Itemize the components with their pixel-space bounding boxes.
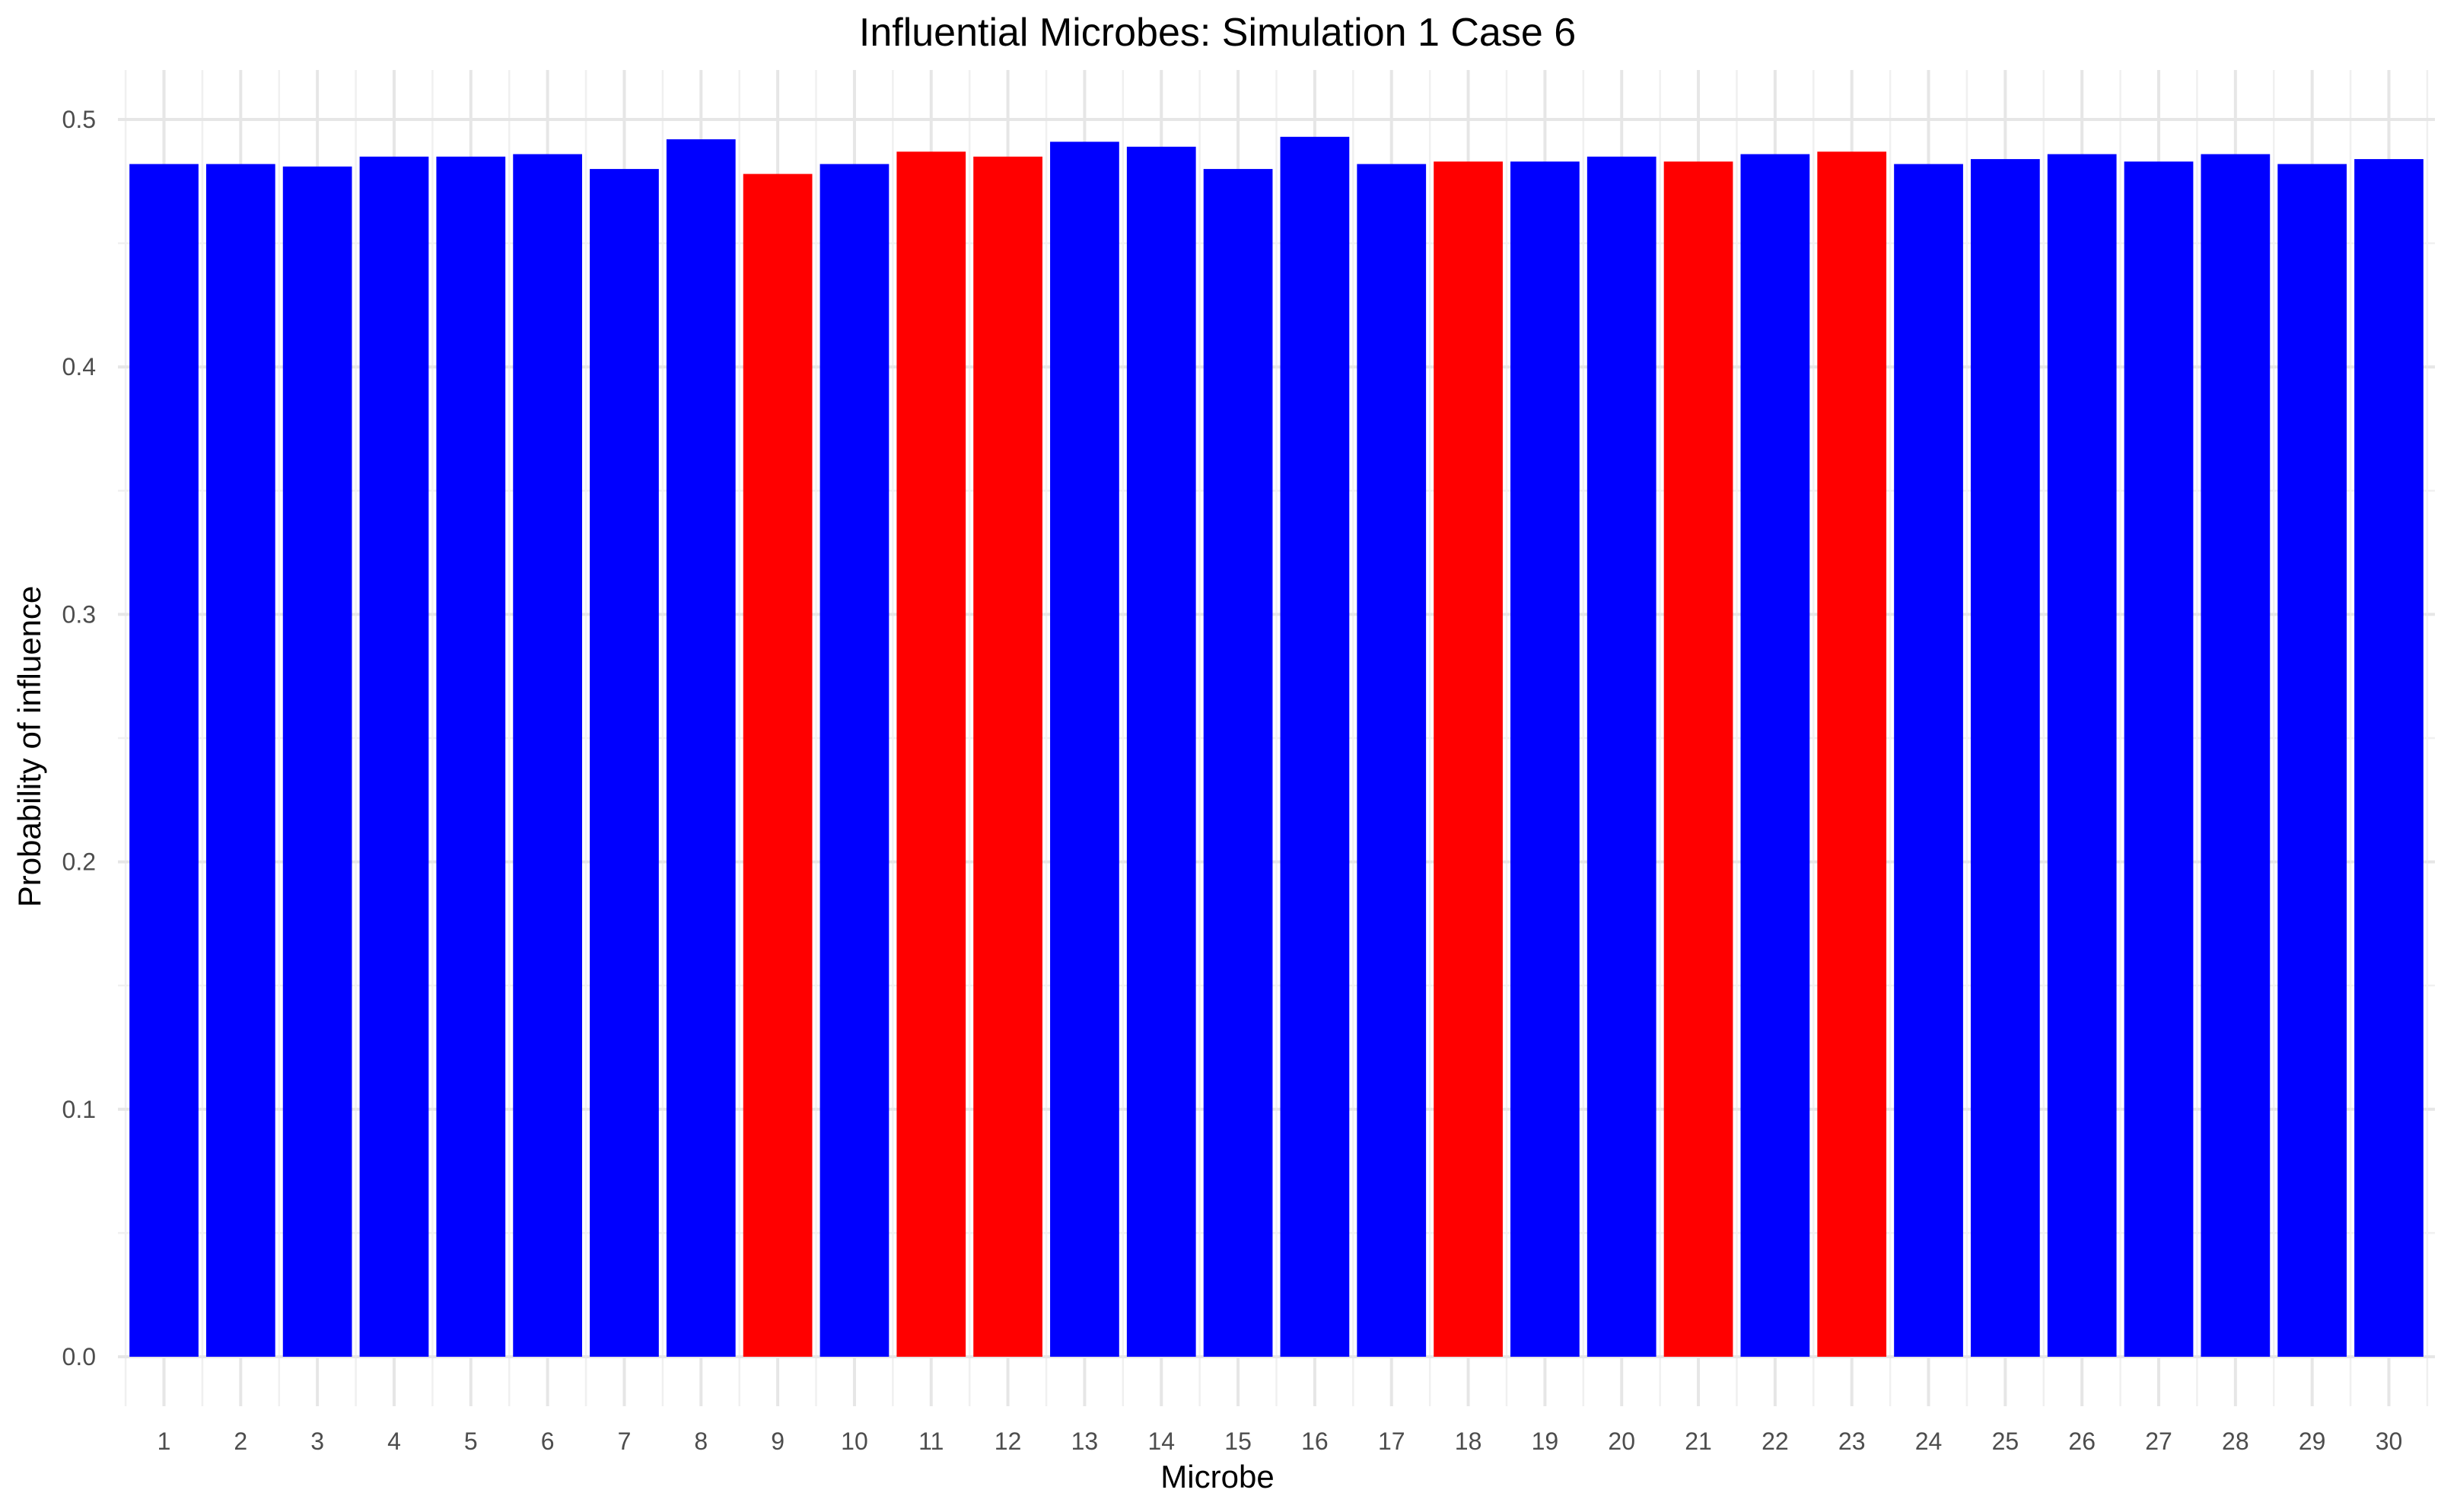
x-tick-label: 24 [1915, 1428, 1943, 1455]
bar-microbe-30 [2354, 159, 2423, 1357]
x-tick-label: 7 [618, 1428, 632, 1455]
x-tick-label: 13 [1071, 1428, 1099, 1455]
bar-microbe-27 [2124, 161, 2194, 1357]
y-tick-label: 0.3 [62, 600, 96, 628]
bar-microbe-19 [1510, 161, 1580, 1357]
x-tick-label: 10 [841, 1428, 868, 1455]
bar-microbe-6 [513, 154, 583, 1357]
y-axis-title: Probability of influence [11, 586, 47, 908]
x-tick-label: 8 [694, 1428, 708, 1455]
x-tick-label: 6 [541, 1428, 555, 1455]
x-tick-label: 26 [2068, 1428, 2096, 1455]
x-tick-label: 19 [1532, 1428, 1559, 1455]
x-tick-label: 28 [2222, 1428, 2249, 1455]
x-tick-label: 4 [387, 1428, 401, 1455]
bar-microbe-14 [1126, 146, 1196, 1357]
x-tick-label: 9 [771, 1428, 784, 1455]
chart-title: Influential Microbes: Simulation 1 Case … [859, 11, 1576, 55]
x-tick-label: 16 [1301, 1428, 1329, 1455]
bar-microbe-5 [436, 156, 506, 1357]
y-tick-label: 0.5 [62, 106, 96, 133]
y-tick-label: 0.2 [62, 848, 96, 876]
x-tick-label: 25 [1992, 1428, 2019, 1455]
x-tick-label: 29 [2299, 1428, 2326, 1455]
y-tick-label: 0.0 [62, 1343, 96, 1370]
bar-microbe-3 [282, 166, 352, 1357]
x-tick-label: 22 [1762, 1428, 1789, 1455]
bar-microbe-9 [743, 173, 813, 1357]
bar-microbe-25 [1970, 159, 2040, 1357]
x-tick-label: 1 [158, 1428, 171, 1455]
x-axis-ticks: 1 2 3 4 5 6 7 8 9 10 11 12 13 14 15 16 17 18 19 20 21 22 23 24 2… [158, 1428, 2403, 1455]
x-tick-label: 3 [310, 1428, 324, 1455]
x-tick-label: 23 [1838, 1428, 1866, 1455]
bar-microbe-10 [820, 164, 890, 1357]
bar-microbe-24 [1894, 164, 1963, 1357]
x-tick-label: 18 [1455, 1428, 1482, 1455]
x-tick-label: 11 [918, 1428, 944, 1455]
x-tick-label: 17 [1378, 1428, 1405, 1455]
bar-microbe-15 [1203, 169, 1273, 1357]
x-axis-title: Microbe [1160, 1459, 1274, 1494]
y-tick-label: 0.4 [62, 353, 96, 380]
bar-microbe-20 [1586, 156, 1657, 1357]
bar-microbe-8 [666, 139, 736, 1357]
bar-microbe-18 [1434, 161, 1503, 1357]
x-tick-label: 5 [464, 1428, 478, 1455]
bar-microbe-12 [973, 156, 1042, 1357]
bar-microbe-28 [2201, 154, 2271, 1357]
bar-microbe-4 [359, 156, 429, 1357]
bar-microbe-29 [2277, 164, 2347, 1357]
x-tick-label: 27 [2145, 1428, 2172, 1455]
bar-microbe-11 [896, 151, 966, 1357]
bar-microbe-13 [1050, 142, 1119, 1357]
bar-microbe-7 [590, 169, 659, 1357]
x-tick-label: 30 [2376, 1428, 2403, 1455]
y-tick-label: 0.1 [62, 1096, 96, 1123]
x-tick-label: 21 [1685, 1428, 1712, 1455]
bars-layer [129, 136, 2423, 1357]
bar-microbe-22 [1740, 154, 1810, 1357]
bar-microbe-23 [1817, 151, 1887, 1357]
bar-microbe-21 [1663, 161, 1733, 1357]
bar-microbe-2 [205, 164, 275, 1357]
bar-microbe-17 [1357, 164, 1427, 1357]
x-tick-label: 14 [1147, 1428, 1175, 1455]
bar-microbe-26 [2047, 154, 2117, 1357]
x-tick-label: 12 [995, 1428, 1022, 1455]
bar-microbe-1 [129, 164, 199, 1357]
x-tick-label: 2 [234, 1428, 247, 1455]
y-axis-ticks: 0.0 0.1 0.2 0.3 0.4 0.5 [62, 106, 96, 1370]
x-tick-label: 15 [1224, 1428, 1252, 1455]
x-tick-label: 20 [1608, 1428, 1635, 1455]
bar-microbe-16 [1280, 136, 1350, 1357]
